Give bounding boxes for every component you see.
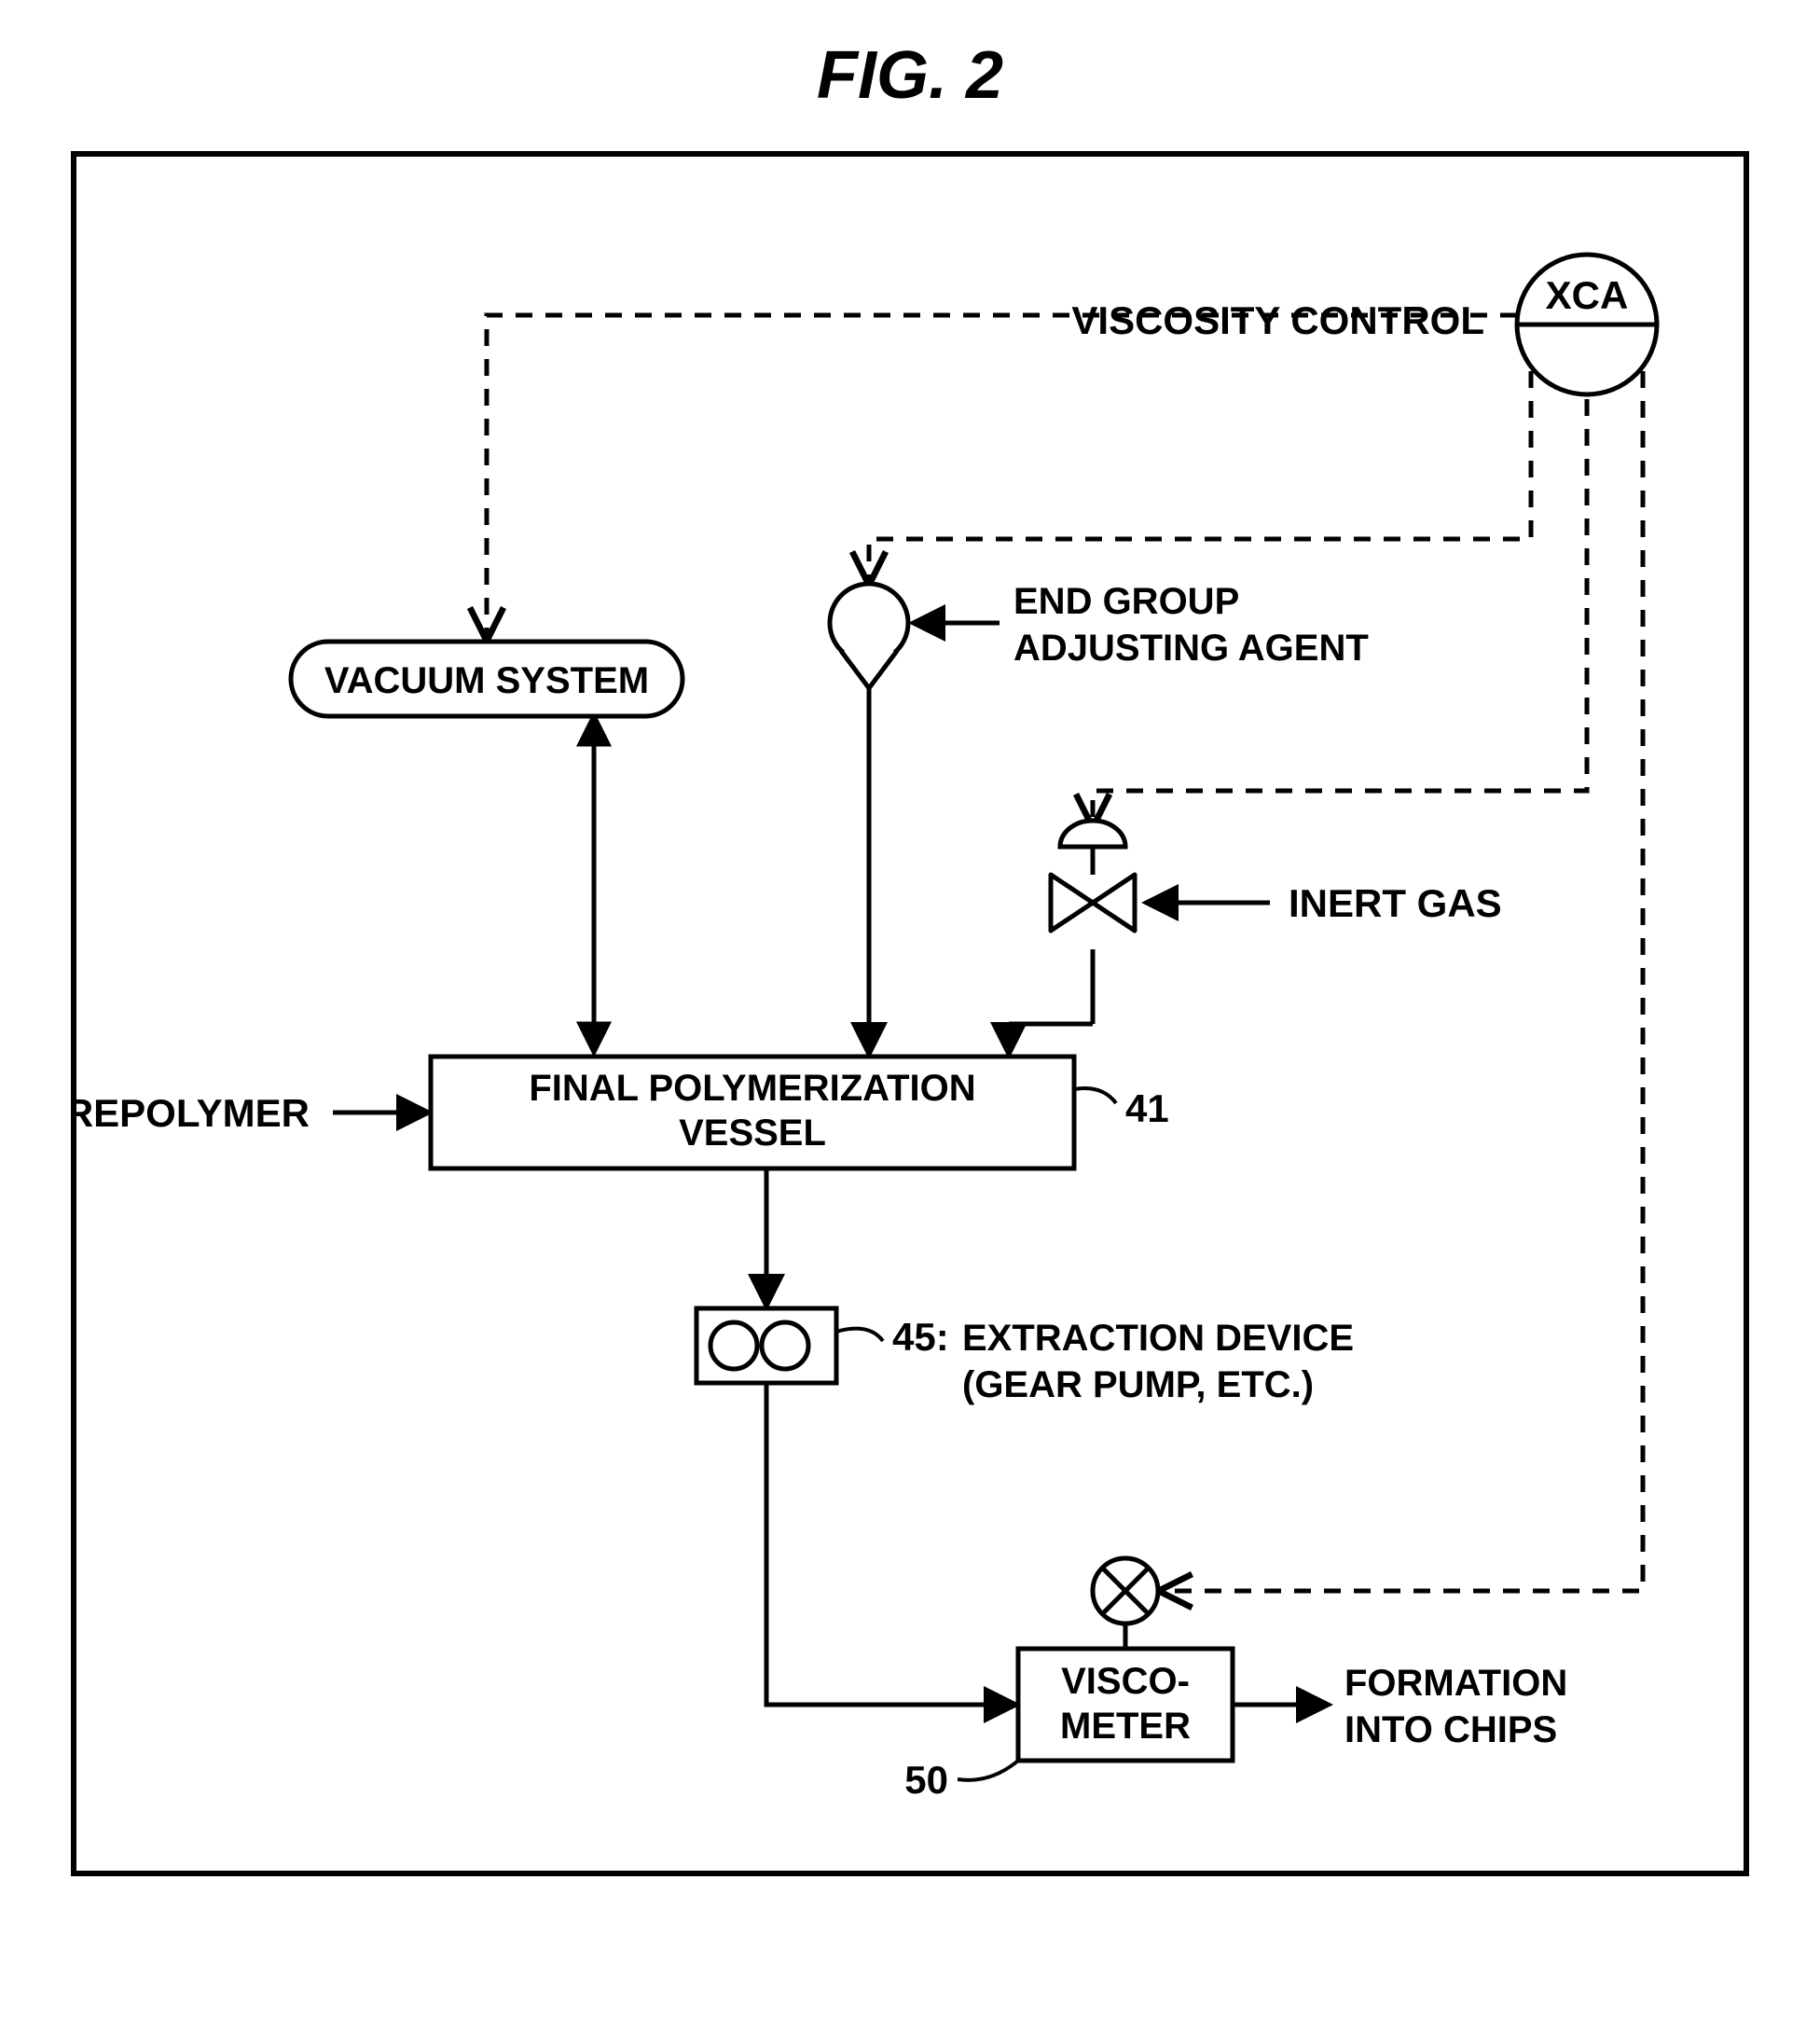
vessel-leader bbox=[1074, 1088, 1116, 1103]
svg-text:VACUUM SYSTEM: VACUUM SYSTEM bbox=[324, 660, 649, 701]
polymerization-vessel: FINAL POLYMERIZATION VESSEL bbox=[431, 1057, 1074, 1168]
end-group-label-2: ADJUSTING AGENT bbox=[1013, 628, 1369, 669]
extraction-device bbox=[696, 1308, 836, 1383]
figure-title: FIG. 2 bbox=[37, 37, 1783, 114]
viscosity-control-label: VISCOSITY CONTROL bbox=[1071, 298, 1484, 342]
vacuum-system-node: VACUUM SYSTEM bbox=[291, 642, 682, 716]
diagram-svg: XCA VISCOSITY CONTROL VACUUM SYSTEM END … bbox=[76, 157, 1744, 1871]
end-group-label-1: END GROUP bbox=[1013, 581, 1239, 622]
viscosity-sensor bbox=[1093, 1558, 1158, 1624]
extraction-label-1: EXTRACTION DEVICE bbox=[962, 1318, 1354, 1359]
prepolymer-label: PREPOLYMER bbox=[76, 1091, 310, 1135]
xca-controller: XCA bbox=[1517, 255, 1657, 394]
diagram-frame: XCA VISCOSITY CONTROL VACUUM SYSTEM END … bbox=[71, 151, 1749, 1876]
extraction-num: 45: bbox=[892, 1315, 949, 1359]
pump-node bbox=[830, 584, 908, 688]
svg-text:FINAL POLYMERIZATION: FINAL POLYMERIZATION bbox=[529, 1068, 975, 1109]
inert-gas-valve bbox=[1051, 821, 1135, 931]
formation-label-2: INTO CHIPS bbox=[1344, 1709, 1557, 1750]
svg-text:METER: METER bbox=[1060, 1706, 1191, 1747]
formation-label-1: FORMATION bbox=[1344, 1663, 1567, 1704]
viscometer-node: VISCO- METER bbox=[1018, 1649, 1233, 1761]
vessel-num: 41 bbox=[1125, 1086, 1169, 1130]
extraction-leader bbox=[836, 1329, 883, 1341]
inert-gas-label: INERT GAS bbox=[1289, 881, 1502, 925]
xca-label: XCA bbox=[1546, 273, 1629, 317]
svg-text:VISCO-: VISCO- bbox=[1061, 1661, 1190, 1702]
extraction-label-2: (GEAR PUMP, ETC.) bbox=[962, 1364, 1314, 1405]
viscometer-num: 50 bbox=[904, 1758, 948, 1802]
svg-text:VESSEL: VESSEL bbox=[679, 1113, 826, 1154]
viscometer-leader bbox=[958, 1761, 1018, 1780]
